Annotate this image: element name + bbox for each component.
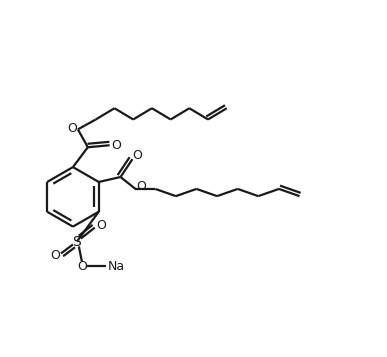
- Text: O: O: [67, 122, 77, 135]
- Text: Na: Na: [108, 260, 125, 273]
- Text: O: O: [77, 260, 87, 273]
- Text: O: O: [50, 249, 60, 262]
- Text: S: S: [72, 235, 81, 248]
- Text: O: O: [96, 219, 106, 232]
- Text: O: O: [132, 149, 142, 162]
- Text: O: O: [137, 180, 146, 193]
- Text: O: O: [112, 139, 122, 152]
